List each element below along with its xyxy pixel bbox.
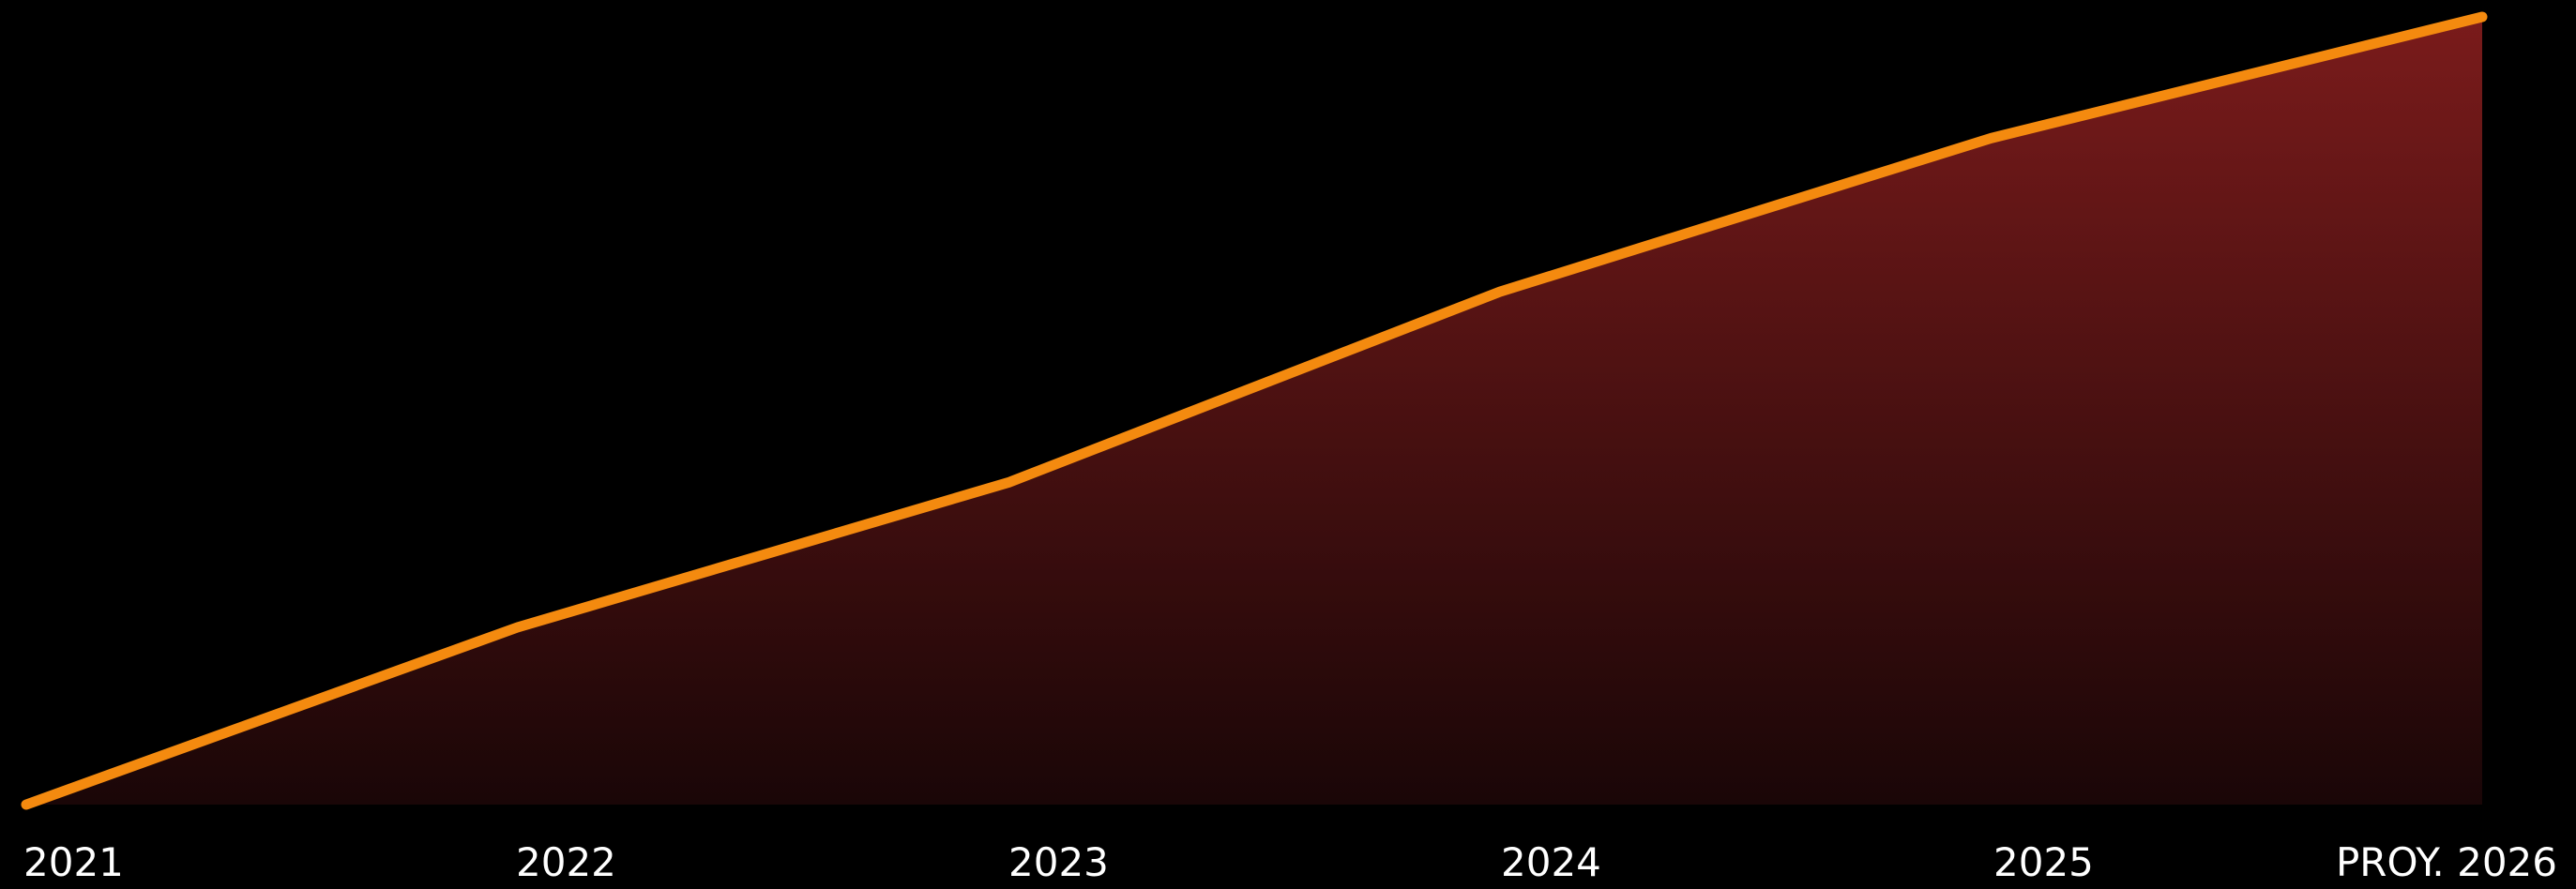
area-fill-layer	[26, 17, 2482, 805]
x-axis-tick-labels: 2021 2022 2023 2024 2025 PROY. 2026	[23, 839, 2557, 885]
x-tick-label-5: PROY. 2026	[2336, 839, 2557, 885]
x-tick-label-4: 2025	[1993, 839, 2094, 885]
x-tick-label-1: 2022	[516, 839, 616, 885]
series-line-layer	[21, 11, 2488, 810]
x-tick-label-2: 2023	[1008, 839, 1109, 885]
x-tick-label-3: 2024	[1501, 839, 1601, 885]
series-line	[21, 11, 2488, 810]
x-tick-label-0: 2021	[23, 839, 124, 885]
area-fill	[26, 17, 2482, 805]
